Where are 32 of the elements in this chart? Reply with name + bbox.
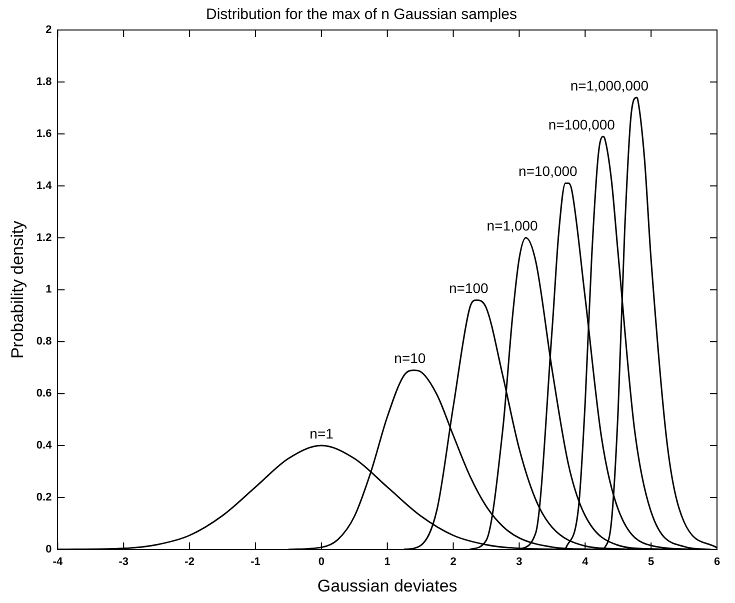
chart-title: Distribution for the max of n Gaussian samples [206,6,517,24]
series-label: n=100,000 [548,116,616,132]
y-tick-label: 0.4 [36,440,53,452]
series-label: n=1 [310,425,334,442]
x-tick-label: 2 [450,556,456,568]
y-tick-label: 0.2 [36,491,52,504]
x-tick-label: -1 [250,556,260,568]
x-tick-label: -2 [184,556,194,568]
x-axis-title: Gaussian deviates [317,576,458,596]
series-label: n=1,000,000 [570,77,649,94]
series-label: n=100 [449,280,489,296]
x-tick-label: 6 [714,556,720,568]
y-tick-label: 1.8 [36,76,52,88]
series-label: n=10 [394,350,426,366]
y-axis-title: Probability density [8,220,27,359]
x-tick-label: 4 [582,556,590,568]
y-tick-label: 0 [46,543,52,556]
series-label: n=10,000 [518,163,578,180]
x-tick-label: 3 [516,556,522,568]
y-tick-label: 0.6 [36,388,52,400]
y-tick-label: 1.6 [36,128,52,140]
y-tick-label: 2 [46,24,52,36]
x-tick-label: -3 [118,556,129,568]
y-tick-label: 1 [46,284,52,296]
x-tick-label: 5 [648,556,654,568]
x-tick-label: 0 [318,556,324,568]
x-tick-label: 1 [384,556,390,568]
y-tick-label: 1.4 [36,180,53,192]
y-tick-label: 1.2 [36,232,52,244]
series-label: n=1,000 [486,218,538,234]
x-tick-label: -4 [52,556,64,568]
y-tick-label: 0.8 [36,336,52,348]
